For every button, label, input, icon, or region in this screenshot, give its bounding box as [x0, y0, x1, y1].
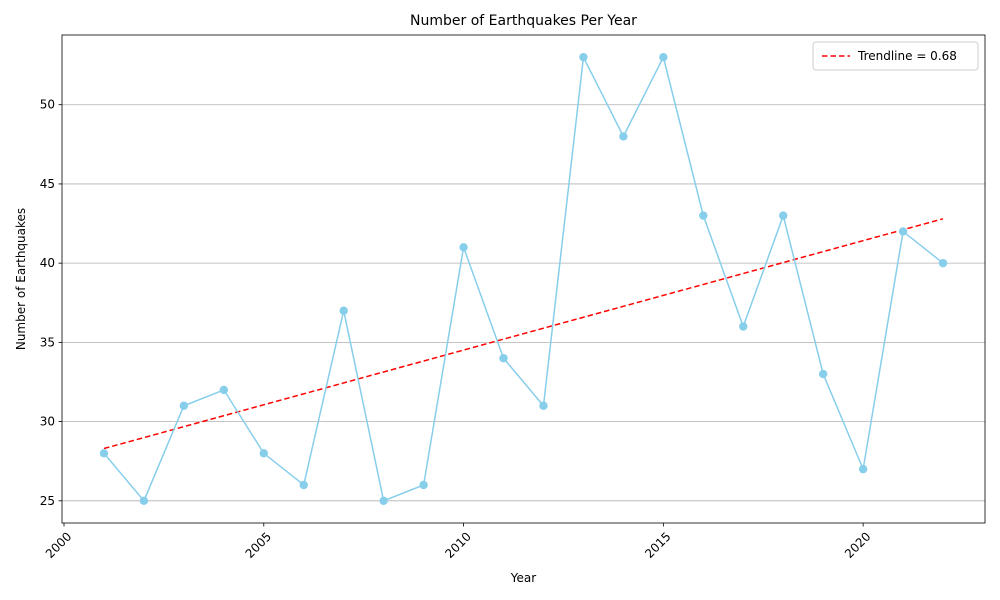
data-point-2017	[739, 322, 748, 331]
chart-title: Number of Earthquakes Per Year	[410, 13, 637, 29]
data-point-2014	[619, 132, 628, 141]
data-point-2021	[898, 227, 908, 236]
trendline-layer	[103, 218, 944, 450]
series-line-0	[103, 54, 944, 503]
y-tick-label-30: 30	[40, 415, 55, 429]
y-tick-label-50: 50	[40, 98, 55, 112]
data-point-2002	[139, 496, 149, 506]
legend: Trendline = 0.68	[812, 41, 979, 71]
data-point-2008	[379, 496, 388, 506]
y-axis-label: Number of Earthquakes	[14, 208, 28, 350]
data-point-2015	[659, 52, 668, 62]
data-point-2010	[459, 243, 468, 252]
data-point-2001	[99, 449, 109, 458]
series-layer	[99, 52, 948, 506]
y-tick-label-40: 40	[40, 256, 55, 270]
data-point-2005	[259, 449, 268, 458]
legend-trendline-label: Trendline = 0.68	[857, 49, 957, 63]
data-point-2004	[219, 385, 229, 395]
data-point-2003	[179, 401, 189, 410]
data-point-2022	[938, 258, 948, 268]
y-tick-label-45: 45	[40, 177, 55, 191]
data-point-2013	[579, 52, 588, 62]
grid-lines	[62, 104, 985, 502]
data-point-2007	[339, 306, 348, 315]
y-axis-ticks: 25 30 35 40 45 50	[40, 98, 62, 508]
legend-box	[812, 41, 979, 71]
y-tick-label-35: 35	[40, 335, 55, 349]
trendline	[103, 218, 944, 450]
data-point-2018	[779, 211, 788, 220]
data-point-2012	[539, 401, 548, 410]
y-tick-label-25: 25	[40, 494, 55, 508]
x-axis-label: Year	[510, 571, 536, 585]
data-point-2016	[699, 211, 708, 220]
plot-frame	[61, 34, 986, 524]
data-point-2006	[299, 480, 308, 490]
data-point-2011	[499, 354, 508, 363]
data-point-2020	[858, 464, 868, 474]
data-point-2019	[818, 369, 828, 379]
data-point-2009	[419, 480, 428, 490]
